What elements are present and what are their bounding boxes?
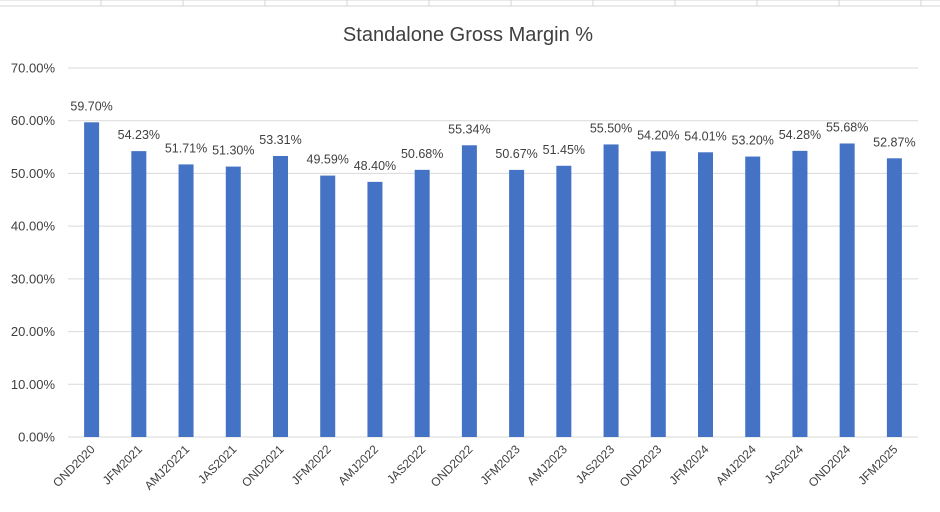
y-tick-label: 0.00% — [18, 430, 55, 445]
bar — [792, 150, 808, 437]
bar — [414, 169, 430, 437]
data-label: 54.28% — [779, 128, 821, 142]
data-label: 51.71% — [165, 141, 207, 155]
y-tick-label: 20.00% — [11, 324, 56, 339]
data-label: 53.20% — [732, 134, 774, 148]
y-tick-label: 60.00% — [11, 113, 56, 128]
x-tick-label: JFM2025 — [855, 442, 901, 488]
bar — [131, 151, 147, 437]
x-tick-label: JAS2023 — [573, 442, 618, 487]
bar — [603, 144, 619, 437]
x-tick-label: JFM2021 — [100, 442, 146, 488]
x-tick-label: OND2022 — [428, 442, 476, 490]
y-tick-label: 40.00% — [11, 219, 56, 234]
y-tick-label: 30.00% — [11, 271, 56, 286]
data-label: 59.70% — [70, 99, 112, 113]
x-tick-label: OND2023 — [617, 442, 665, 490]
data-label: 51.30% — [212, 144, 254, 158]
x-tick-label: AMJ2024 — [713, 442, 759, 488]
data-label: 54.23% — [118, 128, 160, 142]
bar — [320, 175, 336, 438]
bar — [178, 164, 194, 437]
bar — [886, 158, 902, 438]
data-label: 55.68% — [826, 120, 868, 134]
data-label: 48.40% — [354, 159, 396, 173]
bar — [745, 156, 761, 437]
data-label: 54.01% — [684, 129, 726, 143]
x-tick-label: OND2021 — [239, 442, 287, 490]
bar — [225, 166, 241, 437]
bar — [698, 152, 713, 437]
x-tick-label: AMJ20221 — [142, 442, 193, 493]
x-tick-label: AMJ2022 — [335, 442, 381, 488]
x-tick-label: JFM2024 — [666, 442, 712, 488]
bars — [84, 122, 902, 438]
data-label: 51.45% — [543, 143, 585, 157]
data-label: 50.67% — [495, 147, 537, 161]
y-tick-label: 10.00% — [11, 377, 56, 392]
data-label: 52.87% — [873, 135, 915, 149]
bar — [650, 151, 666, 437]
y-tick-label: 50.00% — [11, 166, 56, 181]
bar — [84, 122, 100, 437]
y-gridlines — [68, 67, 918, 385]
x-tick-label: JAS2022 — [384, 442, 429, 487]
x-tick-label: JFM2022 — [289, 442, 335, 488]
x-tick-label: JAS2024 — [762, 442, 807, 487]
data-label: 50.68% — [401, 147, 443, 161]
x-tick-label: JAS2021 — [195, 442, 240, 487]
data-label: 49.59% — [307, 153, 349, 167]
y-axis-ticks: 0.00% 10.00% 20.00% 30.00% 40.00% 50.00% 60.00… — [11, 61, 56, 445]
data-label: 53.31% — [259, 133, 301, 147]
bar — [556, 165, 572, 437]
x-tick-label: OND2020 — [50, 442, 98, 490]
x-tick-label: OND2024 — [806, 442, 854, 490]
bar — [461, 145, 477, 437]
chart-title: Standalone Gross Margin % — [343, 24, 593, 46]
x-tick-label: AMJ2023 — [524, 442, 570, 488]
x-tick-label: JFM2023 — [477, 442, 523, 488]
spreadsheet-gridlines-top — [0, 0, 940, 7]
bar — [367, 181, 383, 437]
data-label: 54.20% — [637, 128, 679, 142]
data-labels: 59.70% 54.23% 51.71% 51.30% 53.31% 49.59% 48.4… — [70, 99, 915, 173]
y-tick-label: 70.00% — [11, 61, 56, 76]
data-label: 55.34% — [448, 122, 490, 136]
bar — [839, 143, 855, 437]
data-label: 55.50% — [590, 121, 632, 135]
bar — [273, 155, 288, 437]
bar — [509, 169, 525, 437]
